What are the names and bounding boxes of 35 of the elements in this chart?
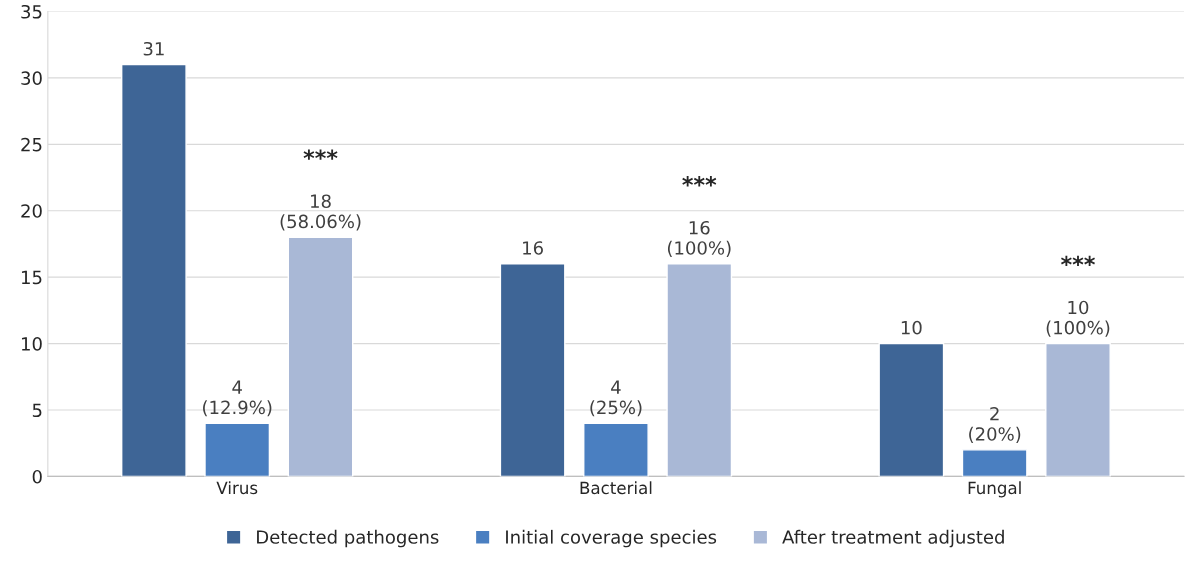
y-tick-label: 0 [32, 469, 42, 484]
bar [287, 236, 354, 477]
data-label: 16 [523, 241, 543, 255]
data-label: 2 (20%) [969, 406, 1021, 443]
data-label: 4 (12.9%) [203, 380, 272, 417]
y-tick-label: 35 [21, 4, 42, 19]
y-tick-label: 15 [21, 270, 42, 285]
y-tick-label: 20 [21, 204, 42, 218]
bar [204, 422, 271, 477]
bar [120, 63, 187, 477]
legend-label: Initial coverage species [506, 529, 717, 548]
bar [666, 263, 733, 477]
data-label: 18 (58.06%) [280, 194, 361, 231]
y-tick-label: 25 [21, 137, 42, 152]
y-tick-label: 5 [32, 403, 42, 418]
annotation: *** [303, 149, 338, 160]
x-tick-label: Fungal [968, 481, 1021, 498]
data-label: 4 (25%) [590, 380, 642, 417]
y-tick-label: 10 [21, 337, 42, 351]
data-label: 10 (100%) [1046, 300, 1110, 337]
x-tick-label: Virus [216, 481, 258, 495]
bar [583, 422, 649, 477]
data-label: 16 (100%) [667, 220, 731, 257]
annotation: *** [682, 176, 717, 187]
data-label: 10 [901, 320, 922, 335]
y-tick-label: 30 [21, 71, 42, 86]
data-label: 31 [143, 41, 164, 56]
bar [961, 449, 1028, 477]
legend-label: Detected pathogens [257, 529, 439, 548]
x-tick-label: Bacterial [580, 481, 652, 495]
bar [499, 263, 566, 477]
annotation: *** [1061, 255, 1095, 267]
legend-label: After treatment adjusted [782, 529, 1004, 548]
bar [878, 342, 945, 477]
bar [1045, 342, 1111, 477]
